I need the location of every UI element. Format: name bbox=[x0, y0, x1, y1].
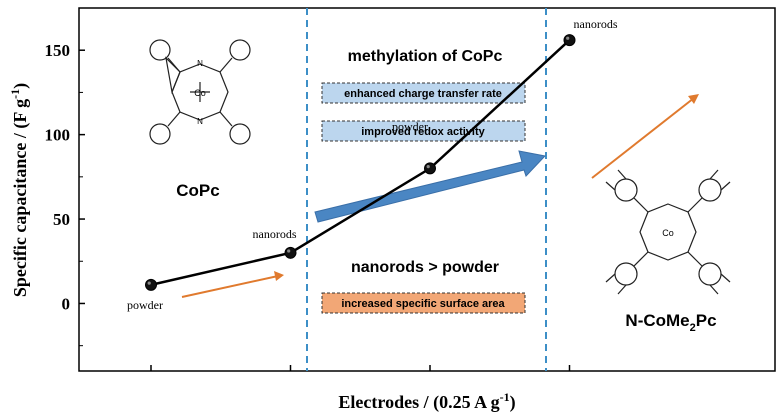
data-point bbox=[563, 34, 576, 47]
enhanced-charge-box bbox=[321, 82, 526, 104]
data-point bbox=[424, 162, 436, 175]
data-point-highlight bbox=[147, 281, 151, 285]
copc-structure-icon bbox=[149, 39, 251, 145]
copc-n-label-top: N bbox=[197, 59, 203, 68]
data-point-highlight bbox=[287, 249, 291, 253]
data-point bbox=[145, 278, 157, 291]
series-line bbox=[150, 39, 571, 287]
point-label: nanorods bbox=[574, 17, 618, 31]
compare-text: nanorods > powder bbox=[351, 259, 499, 276]
data-point-highlight bbox=[566, 36, 570, 40]
orange-arrow-right-icon bbox=[591, 94, 699, 179]
x-axis-label: Electrodes / (0.25 A g-1) bbox=[338, 390, 515, 413]
copc-co-label: Co bbox=[194, 88, 206, 98]
y-tick-label: 0 bbox=[62, 294, 71, 313]
y-axis-label: Specific capacitance / (F g-1) bbox=[8, 83, 31, 297]
orange-arrow-left-icon bbox=[181, 271, 284, 298]
data-point-highlight bbox=[426, 164, 430, 169]
surface-area-box bbox=[321, 292, 526, 314]
copc-n-label-bottom: N bbox=[197, 117, 203, 126]
series-group: powder nanorods powder nanorods bbox=[127, 17, 618, 312]
y-tick-label: 150 bbox=[45, 41, 71, 60]
point-label: powder bbox=[392, 119, 428, 133]
data-point bbox=[284, 246, 297, 259]
y-tick-label: 100 bbox=[45, 126, 71, 145]
redox-activity-text: improved redox activity bbox=[361, 126, 485, 138]
center-title: methylation of CoPc bbox=[348, 48, 503, 65]
point-label: nanorods bbox=[253, 227, 297, 241]
x-axis-ticks bbox=[150, 365, 571, 371]
y-axis-ticks: 0 50 100 150 bbox=[45, 41, 85, 347]
point-label: powder bbox=[127, 298, 163, 312]
methylation-arrow-icon bbox=[314, 150, 546, 223]
n-come2pc-co-label: Co bbox=[662, 228, 674, 238]
n-come2pc-label: N-CoMe2Pc bbox=[625, 311, 716, 334]
enhanced-charge-text: enhanced charge transfer rate bbox=[344, 88, 502, 100]
plot-frame bbox=[78, 7, 776, 372]
y-tick-label: 50 bbox=[53, 210, 70, 229]
copc-label: CoPc bbox=[176, 181, 219, 200]
n-come2pc-structure-icon bbox=[605, 169, 731, 295]
surface-area-text: increased specific surface area bbox=[341, 298, 505, 310]
